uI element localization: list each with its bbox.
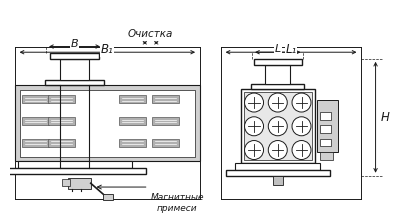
Bar (241, 89, 315, 163)
Circle shape (268, 93, 287, 112)
Bar (251, 84, 304, 89)
Bar (18, 161, 132, 168)
Bar (48, 95, 74, 103)
Text: L: L (275, 44, 281, 54)
Circle shape (268, 117, 287, 136)
Bar (152, 117, 179, 125)
Bar (254, 59, 302, 64)
Text: Очистка: Очистка (128, 29, 173, 39)
Bar (320, 112, 331, 120)
Circle shape (292, 93, 311, 112)
Bar (45, 80, 104, 85)
Text: Магнитные
примеси: Магнитные примеси (150, 193, 204, 213)
Text: H: H (380, 111, 389, 124)
Bar (103, 194, 112, 200)
Bar (320, 125, 331, 133)
Circle shape (244, 117, 264, 136)
Bar (320, 152, 333, 160)
Circle shape (244, 141, 264, 160)
Bar (320, 139, 331, 146)
Bar (317, 100, 338, 152)
Bar (119, 95, 146, 103)
Text: B: B (71, 39, 78, 49)
Circle shape (244, 93, 264, 112)
Bar (244, 92, 312, 160)
Bar (3, 168, 146, 174)
Circle shape (268, 141, 287, 160)
Bar (20, 90, 195, 157)
Bar (68, 178, 91, 189)
Text: B₁: B₁ (101, 43, 114, 56)
Bar (119, 117, 146, 125)
Bar (48, 139, 74, 147)
Circle shape (292, 141, 311, 160)
Bar (15, 85, 200, 161)
Bar (22, 139, 49, 147)
Bar (273, 176, 282, 185)
Bar (152, 139, 179, 147)
Text: L₁: L₁ (286, 43, 297, 56)
Bar (62, 178, 70, 186)
Bar (119, 139, 146, 147)
Bar (22, 117, 49, 125)
Bar (22, 95, 49, 103)
Bar (48, 117, 74, 125)
Bar (235, 163, 320, 170)
Bar (60, 59, 89, 80)
Bar (50, 53, 99, 59)
Bar (152, 95, 179, 103)
Bar (226, 170, 330, 176)
Circle shape (292, 117, 311, 136)
Bar (266, 64, 290, 84)
